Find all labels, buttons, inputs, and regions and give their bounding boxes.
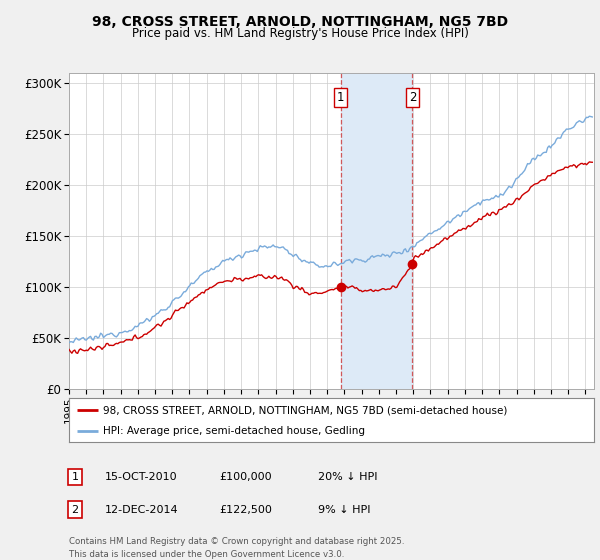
Text: 98, CROSS STREET, ARNOLD, NOTTINGHAM, NG5 7BD (semi-detached house): 98, CROSS STREET, ARNOLD, NOTTINGHAM, NG… [103, 405, 508, 415]
Text: 1: 1 [337, 91, 344, 104]
Text: Contains HM Land Registry data © Crown copyright and database right 2025.
This d: Contains HM Land Registry data © Crown c… [69, 538, 404, 559]
Text: 2: 2 [71, 505, 79, 515]
Text: £122,500: £122,500 [219, 505, 272, 515]
Text: £100,000: £100,000 [219, 472, 272, 482]
Text: 9% ↓ HPI: 9% ↓ HPI [318, 505, 371, 515]
Text: 20% ↓ HPI: 20% ↓ HPI [318, 472, 377, 482]
Text: 2: 2 [409, 91, 416, 104]
Text: 15-OCT-2010: 15-OCT-2010 [105, 472, 178, 482]
Text: 12-DEC-2014: 12-DEC-2014 [105, 505, 179, 515]
Bar [341, 73, 412, 389]
Text: HPI: Average price, semi-detached house, Gedling: HPI: Average price, semi-detached house,… [103, 426, 365, 436]
Text: 98, CROSS STREET, ARNOLD, NOTTINGHAM, NG5 7BD: 98, CROSS STREET, ARNOLD, NOTTINGHAM, NG… [92, 15, 508, 29]
Text: 1: 1 [71, 472, 79, 482]
Text: Price paid vs. HM Land Registry's House Price Index (HPI): Price paid vs. HM Land Registry's House … [131, 27, 469, 40]
